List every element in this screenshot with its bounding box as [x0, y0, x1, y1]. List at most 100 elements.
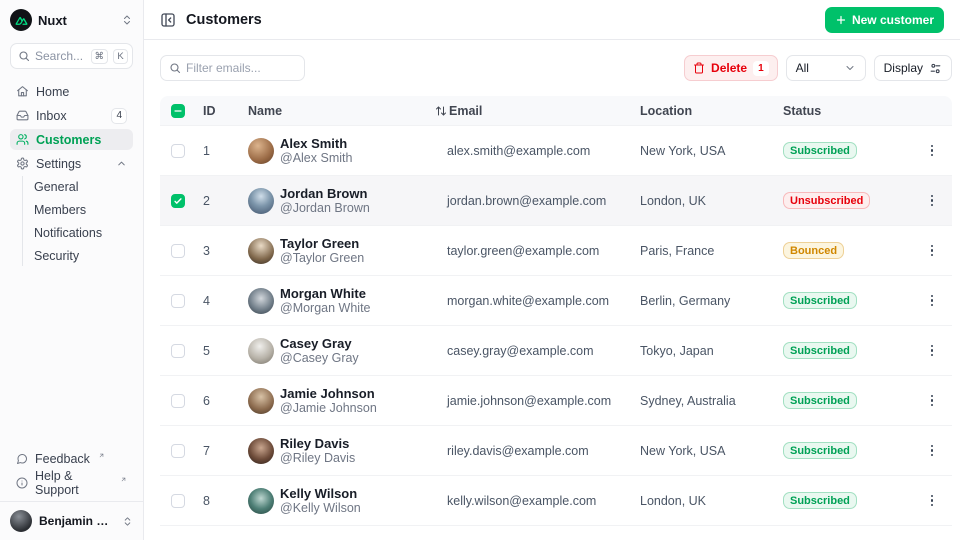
external-arrow-icon	[120, 476, 127, 483]
table-header-row: ID Name Email Location Status	[160, 96, 952, 126]
row-checkbox[interactable]	[171, 443, 185, 458]
customer-name: Alex Smith	[280, 135, 348, 151]
status-filter-select[interactable]: All	[785, 55, 866, 81]
cell-id: 6	[203, 393, 210, 408]
row-menu-button[interactable]	[927, 491, 938, 511]
sidebar-item-inbox[interactable]: Inbox 4	[10, 105, 133, 126]
row-checkbox[interactable]	[171, 243, 185, 258]
row-menu-button[interactable]	[927, 441, 938, 461]
cell-location: Paris, France	[640, 243, 715, 258]
status-badge: Unsubscribed	[783, 192, 871, 209]
status-badge: Subscribed	[783, 292, 857, 309]
sidebar-item-settings[interactable]: Settings	[10, 153, 133, 174]
sidebar-subitem-notifications[interactable]: Notifications	[34, 225, 103, 240]
display-button[interactable]: Display	[873, 55, 952, 81]
sidebar: Nuxt Search... ⌘ K Home Inbox 4 Customer…	[0, 0, 144, 540]
table-row: 8 Kelly Wilson @Kelly Wilson kelly.wilso…	[160, 476, 952, 526]
page-title: Customers	[186, 11, 262, 28]
customers-table: ID Name Email Location Status 1 Alex Smi…	[160, 96, 952, 540]
row-checkbox[interactable]	[171, 193, 185, 208]
sidebar-subitem-security[interactable]: Security	[34, 248, 80, 263]
sidebar-link-help-support[interactable]: Help & Support	[10, 469, 133, 497]
cell-name: Kelly Wilson @Kelly Wilson	[248, 486, 435, 516]
display-label: Display	[883, 61, 923, 75]
row-checkbox[interactable]	[171, 493, 185, 508]
cell-email: casey.gray@example.com	[447, 343, 594, 358]
row-menu-button[interactable]	[927, 391, 938, 411]
row-checkbox[interactable]	[171, 143, 185, 158]
message-circle-icon	[16, 453, 28, 465]
panel-left-close-icon[interactable]	[160, 12, 176, 28]
table-body: 1 Alex Smith @Alex Smith alex.smith@exam…	[160, 126, 952, 540]
row-menu-button[interactable]	[927, 241, 938, 261]
table-row: 1 Alex Smith @Alex Smith alex.smith@exam…	[160, 126, 952, 176]
chevron-up-icon	[116, 158, 127, 169]
customer-name: Jamie Johnson	[280, 385, 375, 401]
table-row: 6 Jamie Johnson @Jamie Johnson jamie.joh…	[160, 376, 952, 426]
row-checkbox[interactable]	[171, 293, 185, 308]
cell-name: Jordan Brown @Jordan Brown	[248, 186, 435, 216]
row-menu-button[interactable]	[927, 141, 938, 161]
cell-id: 4	[203, 293, 210, 308]
sidebar-link-feedback[interactable]: Feedback	[10, 448, 133, 469]
table-toolbar: Delete 1 All Display	[144, 40, 960, 96]
row-menu-button[interactable]	[927, 341, 938, 361]
sidebar-item-home[interactable]: Home	[10, 81, 133, 102]
cell-location: New York, USA	[640, 443, 726, 458]
sliders-icon	[929, 62, 942, 75]
customer-avatar	[248, 387, 274, 414]
customer-avatar	[248, 287, 274, 314]
cell-email: morgan.white@example.com	[447, 293, 610, 308]
cell-email: kelly.wilson@example.com	[447, 493, 597, 508]
search-input[interactable]: Search... ⌘ K	[10, 43, 133, 69]
filter-emails-field[interactable]	[186, 61, 296, 75]
customer-handle: @Jordan Brown	[280, 200, 370, 215]
search-icon	[18, 50, 30, 62]
row-menu-button[interactable]	[927, 291, 938, 311]
customer-name: Riley Davis	[280, 435, 350, 451]
filter-emails-input[interactable]	[160, 55, 305, 81]
cell-name: Taylor Green @Taylor Green	[248, 236, 435, 266]
customer-name: Kelly Wilson	[280, 485, 358, 501]
new-customer-button[interactable]: New customer	[824, 6, 944, 33]
customer-handle: @Kelly Wilson	[280, 500, 361, 515]
new-customer-label: New customer	[851, 12, 934, 27]
settings-sub-list: General Members Notifications Security	[22, 176, 143, 266]
sidebar-subitem-members[interactable]: Members	[34, 202, 87, 217]
user-avatar	[10, 510, 32, 532]
status-filter-value: All	[795, 61, 809, 75]
cell-email: taylor.green@example.com	[447, 243, 600, 258]
inbox-icon	[16, 109, 29, 122]
workspace-name: Nuxt	[38, 12, 67, 28]
cell-email: riley.davis@example.com	[447, 443, 589, 458]
sidebar-item-customers[interactable]: Customers	[10, 129, 133, 150]
cell-id: 8	[203, 493, 210, 508]
sidebar-item-label: Settings	[36, 156, 82, 171]
user-menu-button[interactable]: Benjamin Canac	[0, 501, 143, 540]
cell-name: Jamie Johnson @Jamie Johnson	[248, 386, 435, 416]
row-menu-button[interactable]	[927, 191, 938, 211]
cell-name	[248, 526, 435, 540]
row-checkbox[interactable]	[171, 393, 185, 408]
sidebar-subitem-general[interactable]: General	[34, 179, 79, 194]
delete-button[interactable]: Delete 1	[684, 55, 778, 81]
row-checkbox[interactable]	[171, 343, 185, 358]
select-all-checkbox[interactable]	[171, 103, 185, 118]
plus-icon	[835, 14, 847, 26]
column-header-email[interactable]: Email	[435, 104, 640, 118]
inbox-count-badge: 4	[111, 107, 127, 124]
sidebar-item-label: Home	[36, 84, 70, 99]
status-badge: Subscribed	[783, 342, 857, 359]
user-name: Benjamin Canac	[39, 514, 115, 528]
cell-location: London, UK	[640, 493, 707, 508]
customer-name: Casey Gray	[280, 335, 352, 351]
customer-avatar	[248, 137, 274, 164]
cell-location: Sydney, Australia	[640, 393, 736, 408]
column-header-email-label: Email	[449, 103, 483, 118]
chevrons-up-down-icon	[121, 14, 133, 26]
users-icon	[16, 133, 29, 146]
arrow-up-down-icon	[435, 105, 447, 117]
workspace-switcher[interactable]: Nuxt	[0, 0, 143, 37]
kbd-cmd: ⌘	[90, 48, 108, 64]
